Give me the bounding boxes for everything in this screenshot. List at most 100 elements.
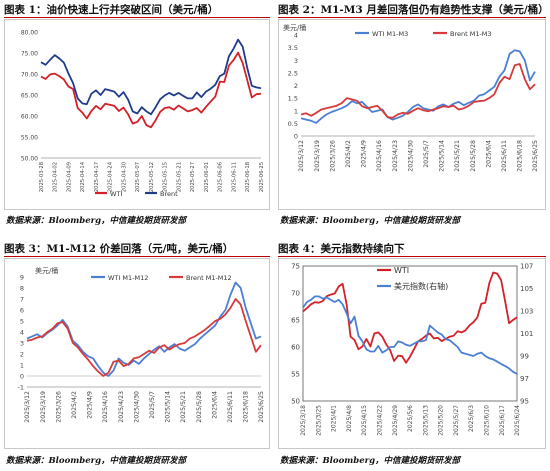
x-tick-label: 2025-04-30 xyxy=(121,162,127,192)
y-tick-label: 0.5 xyxy=(288,120,298,128)
y-tick-label: 9 xyxy=(20,274,24,282)
y2-tick-label: 107 xyxy=(520,263,533,271)
y-tick-label: 0 xyxy=(294,133,298,141)
x-tick-label: 2025/4/9 xyxy=(87,391,94,419)
y-tick-label: 75 xyxy=(291,263,300,271)
x-tick-label: 2025/6/3 xyxy=(468,405,475,432)
plot-border xyxy=(302,265,518,402)
y-tick-label: -1 xyxy=(18,384,24,392)
x-tick-label: 2025-05-07 xyxy=(135,162,141,192)
x-tick-label: 2025/5/27 xyxy=(453,405,460,436)
y-tick-label: 60 xyxy=(291,344,300,352)
legend-label: WTI xyxy=(394,266,409,275)
panel-2-title-rule xyxy=(278,17,546,18)
legend-label: Brent M1-M12 xyxy=(186,274,232,282)
x-tick-label: 2025/4/30 xyxy=(133,391,140,423)
y-tick-label: 1.5 xyxy=(288,95,298,103)
panel-4-title-rule xyxy=(278,256,546,257)
x-tick-label: 2025/3/25 xyxy=(315,405,322,436)
x-tick-label: 2025/5/7 xyxy=(423,140,430,168)
x-tick-label: 2025/4/23 xyxy=(392,140,399,172)
y-tick-label: 8 xyxy=(20,285,24,293)
x-tick-label: 2025-04-17 xyxy=(94,162,100,192)
y-tick-label: 3 xyxy=(20,340,24,348)
y2-tick-label: 99 xyxy=(520,353,529,361)
x-tick-label: 2025-05-15 xyxy=(163,162,169,192)
x-tick-label: 2025/6/17 xyxy=(499,405,506,436)
x-tick-label: 2025/4/8 xyxy=(346,405,353,432)
x-tick-label: 2025/6/24 xyxy=(514,405,521,436)
y-tick-label: 4 xyxy=(20,329,24,337)
panel-2-source: 数据来源：Bloomberg，中信建投期货研发部 xyxy=(280,216,461,226)
x-tick-label: 2025/3/18 xyxy=(300,405,307,436)
x-tick-label: 2025-03-28 xyxy=(39,162,45,192)
x-tick-label: 2025/6/4 xyxy=(485,140,492,168)
y-tick-label: 7 xyxy=(20,296,24,304)
x-tick-label: 2025/5/21 xyxy=(454,140,461,172)
y-unit-label: 美元/桶 xyxy=(283,23,306,32)
y-tick-label: 55.00 xyxy=(21,135,38,142)
panel-3-frame: -1 0 1 2 3 4 5 6 7 8 9 2025/3/12 2025/3/19 2025/3/26 2… xyxy=(4,258,270,449)
x-tick-label: 2025/5/21 xyxy=(180,391,187,423)
legend-label: WTI xyxy=(110,190,122,198)
x-tick-label: 2025/6/11 xyxy=(501,140,508,172)
panel-1-source: 数据来源：Bloomberg，中信建投期货研发部 xyxy=(6,216,187,226)
legend-label: WTI M1-M12 xyxy=(108,274,148,282)
panel-1-frame: 50.00 55.00 60.00 65.00 70.00 75.00 80.00 2025-… xyxy=(4,19,270,210)
y-tick-label: 65 xyxy=(291,317,300,325)
panel-2-frame: 0 0.5 1 1.5 2 2.5 3 3.5 4 2025/3/12 2025/3/19 2025/… xyxy=(278,19,546,210)
x-tick-label: 2025/3/26 xyxy=(329,140,336,172)
x-tick-label: 2025/4/2 xyxy=(345,140,352,168)
x-tick-label: 2025-04-02 xyxy=(53,162,59,192)
x-tick-label: 2025/4/9 xyxy=(361,140,368,168)
series-line-b xyxy=(40,38,262,116)
x-tick-label: 2025/5/20 xyxy=(438,405,445,436)
chart-4-dollar-index: 50 55 60 65 70 75 95 97 99 101 103 105 107 2025/3/18 2… xyxy=(291,263,533,436)
x-tick-label: 2025/5/6 xyxy=(407,405,414,432)
y-tick-label: 2.5 xyxy=(288,69,298,77)
legend-label: Brent xyxy=(160,190,178,198)
x-tick-label: 2025-05-27 xyxy=(190,162,196,192)
x-tick-label: 2025/6/10 xyxy=(484,405,491,436)
x-tick-label: 2025/5/28 xyxy=(470,140,477,172)
y2-tick-label: 101 xyxy=(520,330,533,338)
x-tick-label: 2025/4/2 xyxy=(71,391,78,419)
panel-4-frame: 50 55 60 65 70 75 95 97 99 101 103 105 107 2025/3/18 2… xyxy=(278,258,546,449)
panel-4-title: 图表 4：美元指数持续向下 xyxy=(278,243,405,255)
y-tick-label: 3 xyxy=(294,57,298,65)
y-tick-label: 70 xyxy=(291,290,300,298)
x-tick-label: 2025/6/25 xyxy=(532,140,539,172)
x-tick-label: 2025/6/18 xyxy=(517,140,524,172)
legend-label: 美元指数(右轴) xyxy=(394,281,448,291)
series-line-b xyxy=(302,295,518,375)
panel-3-source: 数据来源：Bloomberg，中信建投期货研发部 xyxy=(6,456,187,466)
x-tick-label: 2025/4/16 xyxy=(376,140,383,172)
x-tick-label: 2025-06-25 xyxy=(259,162,265,192)
x-tick-label: 2025/4/23 xyxy=(118,391,125,423)
series-line-a xyxy=(40,51,262,129)
x-tick-label: 2025/5/14 xyxy=(165,391,172,423)
x-tick-label: 2025-06-01 xyxy=(204,162,210,192)
series-line-b xyxy=(26,298,262,377)
y-unit-label: 美元/桶 xyxy=(35,266,58,275)
x-tick-label: 2025/4/15 xyxy=(361,405,368,436)
series-line-b xyxy=(300,63,536,119)
x-tick-label: 2025/6/18 xyxy=(243,391,250,423)
chart-1-oil-price: 50.00 55.00 60.00 65.00 70.00 75.00 80.00 2025-… xyxy=(21,30,265,199)
panel-1-title-rule xyxy=(4,17,270,18)
y-tick-label: 75.00 xyxy=(21,51,38,58)
y-tick-label: 50 xyxy=(291,398,300,406)
x-tick-label: 2025/3/19 xyxy=(40,391,47,423)
series-line-a xyxy=(302,271,518,364)
x-tick-label: 2025/4/30 xyxy=(407,140,414,172)
x-tick-label: 2025/5/14 xyxy=(439,140,446,172)
y-tick-label: 1 xyxy=(20,362,24,370)
x-tick-label: 2025-05-21 xyxy=(176,162,182,192)
y-tick-label: 2 xyxy=(20,351,24,359)
y-tick-label: 6 xyxy=(20,307,24,315)
x-tick-label: 2025-04-24 xyxy=(108,161,114,192)
x-tick-label: 2025-04-14 xyxy=(80,161,86,192)
y-tick-label: 5 xyxy=(20,318,24,326)
panel-1-title: 图表 1：油价快速上行并突破区间（美元/桶） xyxy=(4,4,219,16)
y-tick-label: 3.5 xyxy=(288,44,298,52)
